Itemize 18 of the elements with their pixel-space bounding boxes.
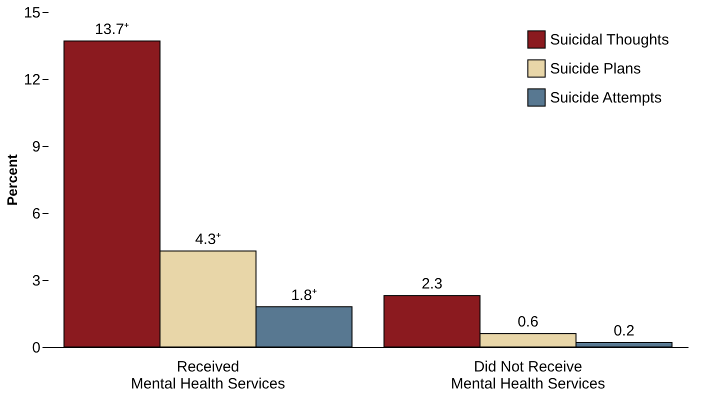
data-label: 0.2: [614, 322, 634, 340]
x-tick-label: Received Mental Health Services: [130, 358, 286, 392]
y-tick-label: 3: [32, 272, 40, 290]
y-axis-title: Percent: [4, 154, 20, 206]
y-tick-label: 0: [32, 340, 40, 356]
legend-label: Suicide Plans: [550, 60, 641, 78]
y-tick-label: 15: [24, 4, 40, 22]
data-label: 4.3⁺: [195, 230, 221, 248]
legend-label: Suicidal Thoughts: [550, 32, 669, 48]
y-tick-label: 9: [32, 138, 40, 156]
x-tick-label: Did Not Receive Mental Health Services: [450, 358, 606, 392]
data-label: 2.3: [422, 276, 442, 293]
y-tick-label: 6: [32, 206, 40, 222]
y-tick-label: 12: [24, 72, 40, 88]
data-label: 13.7⁺: [94, 21, 130, 38]
legend-label: Suicide Attempts: [550, 90, 662, 106]
data-label: 1.8⁺: [291, 286, 317, 304]
data-label: 0.6: [518, 314, 538, 331]
